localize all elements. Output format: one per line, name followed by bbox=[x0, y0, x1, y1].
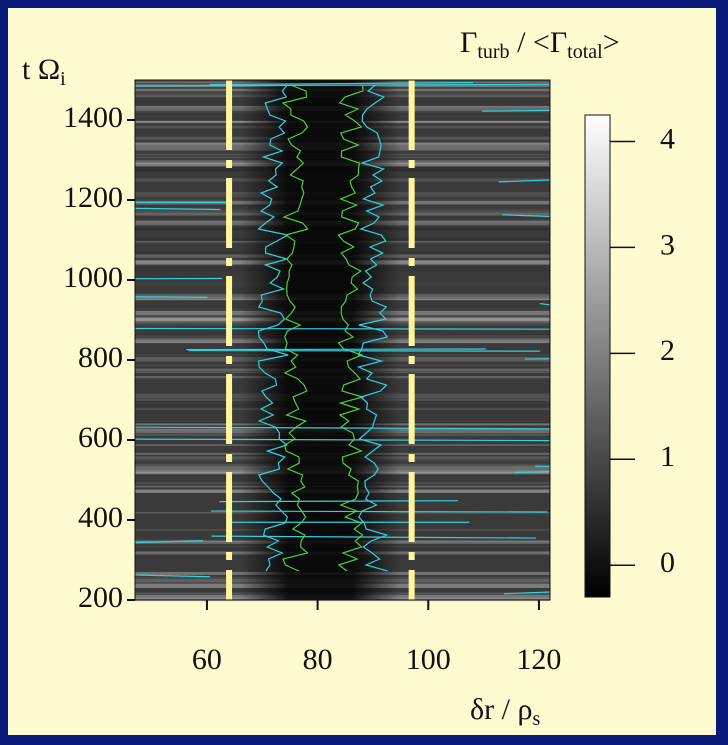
contour bbox=[482, 111, 550, 112]
colorbar-tick-label: 4 bbox=[660, 122, 675, 155]
contour bbox=[188, 351, 539, 352]
colorbar-tick-label: 0 bbox=[660, 546, 675, 579]
heatmap bbox=[135, 80, 550, 601]
y-tick-label: 200 bbox=[78, 581, 123, 614]
colorbar-tick-label: 2 bbox=[660, 334, 675, 367]
x-tick-label: 120 bbox=[516, 643, 561, 676]
y-tick-label: 400 bbox=[78, 501, 123, 534]
colorbar bbox=[585, 115, 610, 597]
x-axis-label: δr / ρs bbox=[470, 693, 540, 730]
y-tick-label: 1200 bbox=[63, 181, 123, 214]
x-tick-label: 60 bbox=[192, 643, 222, 676]
colorbar-tick-label: 3 bbox=[660, 228, 675, 261]
contour bbox=[135, 328, 550, 329]
contour bbox=[186, 349, 485, 350]
contour bbox=[135, 297, 208, 298]
y-axis-label: t Ωi bbox=[22, 53, 66, 90]
y-tick-label: 1000 bbox=[63, 261, 123, 294]
y-tick-label: 1400 bbox=[63, 101, 123, 134]
x-tick-label: 80 bbox=[303, 643, 333, 676]
x-tick-label: 100 bbox=[406, 643, 451, 676]
colorbar-tick-label: 1 bbox=[660, 440, 675, 473]
y-tick-label: 600 bbox=[78, 421, 123, 454]
y-tick-label: 800 bbox=[78, 341, 123, 374]
